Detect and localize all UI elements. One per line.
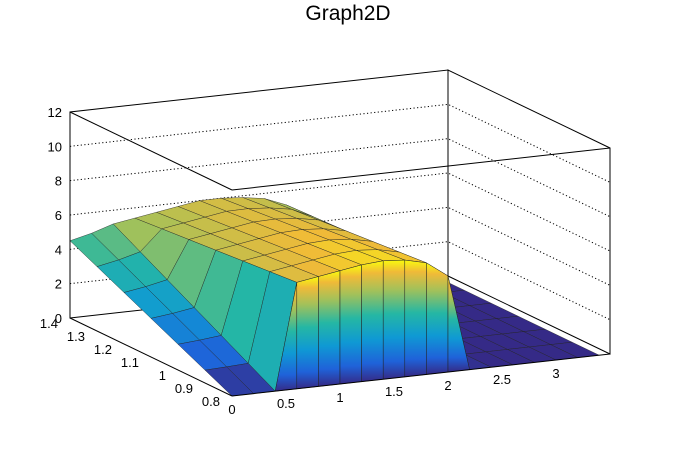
tick-layer: 0 0.5 1 1.5 2 2.5 30.80.911.11.21.31.402468101… bbox=[40, 105, 560, 417]
y-axis-line bbox=[69, 317, 233, 397]
surface-front-strip bbox=[361, 260, 384, 382]
x-tick-label: 1.5 bbox=[385, 384, 403, 399]
x-tick-label: 0 bbox=[228, 402, 235, 417]
surface-front-strip bbox=[382, 259, 406, 380]
frame-front bbox=[69, 112, 611, 397]
y-tick-label: 1.1 bbox=[121, 355, 139, 370]
z-grid-line bbox=[69, 138, 611, 218]
surface-front-strip bbox=[318, 270, 341, 387]
x-tick-label: 2 bbox=[444, 378, 451, 393]
z-tick-label: 12 bbox=[48, 105, 62, 120]
y-tick-label: 0.9 bbox=[175, 381, 193, 396]
x-tick-label: 1 bbox=[336, 390, 343, 405]
x-axis-line bbox=[231, 353, 611, 397]
z-grid-line bbox=[69, 103, 611, 183]
surface-front-strip bbox=[339, 264, 362, 385]
x-tick-label: 0.5 bbox=[277, 396, 295, 411]
y-tick-label: 1.4 bbox=[40, 316, 58, 331]
top-front-edge bbox=[231, 147, 611, 191]
y-tick-label: 1.2 bbox=[94, 342, 112, 357]
z-tick-label: 6 bbox=[55, 208, 62, 223]
z-grid-line bbox=[69, 172, 611, 252]
y-tick-label: 1.3 bbox=[67, 329, 85, 344]
y-tick-label: 1 bbox=[159, 368, 166, 383]
surface-front-strip bbox=[296, 276, 319, 390]
z-tick-label: 4 bbox=[55, 242, 62, 257]
x-tick-label: 3 bbox=[552, 366, 559, 381]
right-wall bbox=[447, 69, 611, 355]
chart-title: Graph2D bbox=[305, 2, 391, 25]
surface-layer bbox=[69, 197, 600, 397]
surface-front-strip bbox=[404, 259, 427, 378]
z-tick-label: 10 bbox=[48, 139, 62, 154]
top-left-edge bbox=[69, 111, 233, 191]
y-tick-label: 0.8 bbox=[202, 394, 220, 409]
x-tick-label: 2.5 bbox=[493, 372, 511, 387]
z-tick-label: 8 bbox=[55, 174, 62, 189]
surface-front-strip bbox=[426, 262, 449, 375]
z-tick-label: 2 bbox=[55, 277, 62, 292]
z-tick-label: 0 bbox=[55, 311, 62, 326]
